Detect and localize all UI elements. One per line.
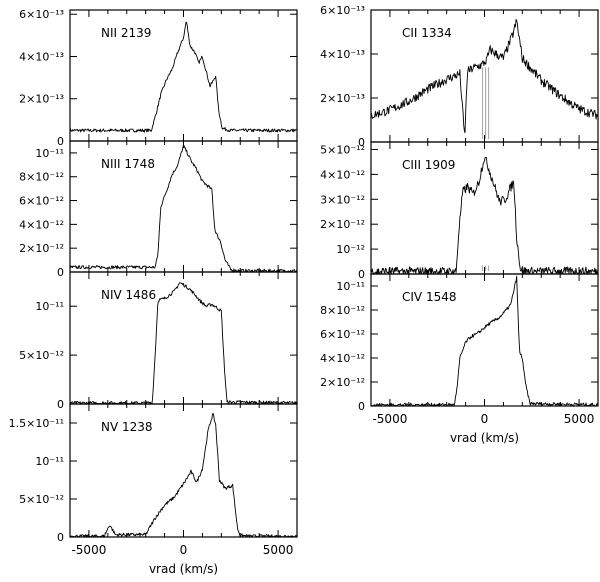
panel-nii-2139: 0 2×10⁻¹³ 4×10⁻¹³ 6×10⁻¹³ NII 2139: [19, 8, 298, 148]
y-tick-label: 5×10⁻¹²: [19, 349, 64, 362]
spectrum-line-cii-1334: [370, 19, 599, 134]
y-tick-label: 0: [358, 400, 365, 413]
y-tick-label: 0: [57, 398, 64, 411]
x-tick-label: 0: [180, 543, 188, 557]
panel-label: CII 1334: [402, 26, 452, 40]
y-tick-label: 10⁻¹¹: [35, 455, 64, 468]
panel-label: CIV 1548: [402, 290, 456, 304]
y-tick-label: 2×10⁻¹³: [320, 92, 365, 105]
x-axis-label: vrad (km/s): [149, 562, 218, 576]
spectrum-line-nii-2139: [69, 21, 298, 133]
y-tick-label: 1.5×10⁻¹¹: [9, 417, 64, 430]
x-tick-label: 5000: [564, 412, 595, 426]
y-tick-label: 2×10⁻¹³: [19, 93, 64, 106]
panel-niv-1486: 0 5×10⁻¹² 10⁻¹¹ NIV 1486: [19, 271, 298, 411]
x-tick-label: 0: [481, 412, 489, 426]
panel-label: NIV 1486: [101, 288, 156, 302]
y-tick-label: 4×10⁻¹²: [19, 218, 64, 231]
y-tick-label: 4×10⁻¹³: [320, 48, 365, 61]
spectrum-line-niii-1748: [69, 144, 298, 273]
panel-label: NV 1238: [101, 420, 153, 434]
y-tick-label: 0: [57, 531, 64, 544]
x-axis-label: vrad (km/s): [450, 431, 519, 445]
panel-nv-1238: 0 5×10⁻¹² 10⁻¹¹ 1.5×10⁻¹¹ -5000 0 5000 vrad (km…: [9, 403, 298, 576]
y-tick-label: 4×10⁻¹²: [320, 168, 365, 181]
y-tick-label: 4×10⁻¹³: [19, 50, 64, 63]
y-tick-label: 0: [57, 266, 64, 279]
x-tick-label: -5000: [372, 412, 407, 426]
panel-label: NIII 1748: [101, 157, 155, 171]
y-tick-label: 2×10⁻¹²: [320, 376, 365, 389]
y-tick-label: 10⁻¹¹: [35, 147, 64, 160]
y-tick-label: 0: [358, 268, 365, 281]
spectrum-line-ciii-1909: [370, 156, 599, 275]
y-tick-label: 8×10⁻¹²: [320, 304, 365, 317]
y-tick-label: 10⁻¹²: [336, 243, 365, 256]
y-tick-label: 0: [57, 135, 64, 148]
spectrum-line-nv-1238: [69, 412, 298, 538]
y-tick-label: 2×10⁻¹²: [320, 218, 365, 231]
x-tick-label: -5000: [71, 543, 106, 557]
y-tick-label: 8×10⁻¹²: [19, 171, 64, 184]
y-tick-label: 5×10⁻¹²: [320, 143, 365, 156]
y-tick-label: 6×10⁻¹³: [320, 4, 365, 17]
y-tick-label: 10⁻¹¹: [336, 280, 365, 293]
panel-label: NII 2139: [101, 26, 151, 40]
y-tick-label: 4×10⁻¹²: [320, 352, 365, 365]
y-tick-label: 0: [358, 136, 365, 149]
y-tick-label: 6×10⁻¹²: [19, 195, 64, 208]
panel-civ-1548: 0 2×10⁻¹² 4×10⁻¹² 6×10⁻¹² 8×10⁻¹² 10⁻¹¹ -5000 0…: [320, 273, 599, 445]
y-tick-label: 6×10⁻¹²: [320, 328, 365, 341]
panel-cii-1334: 0 2×10⁻¹³ 4×10⁻¹³ 6×10⁻¹³ CII 1334: [320, 4, 599, 149]
y-tick-label: 10⁻¹¹: [35, 300, 64, 313]
panel-ciii-1909: 0 10⁻¹² 2×10⁻¹² 3×10⁻¹² 4×10⁻¹² 5×10⁻¹² CIII 1…: [320, 141, 599, 281]
y-tick-label: 2×10⁻¹²: [19, 242, 64, 255]
y-tick-label: 6×10⁻¹³: [19, 8, 64, 21]
panel-label: CIII 1909: [402, 158, 455, 172]
spectrum-line-niv-1486: [69, 282, 298, 405]
spectrum-line-civ-1548: [370, 275, 599, 407]
x-tick-label: 5000: [263, 543, 294, 557]
y-tick-label: 3×10⁻¹²: [320, 193, 365, 206]
y-tick-label: 5×10⁻¹²: [19, 493, 64, 506]
panel-niii-1748: 0 2×10⁻¹² 4×10⁻¹² 6×10⁻¹² 8×10⁻¹² 10⁻¹¹ NIII 1…: [19, 140, 298, 279]
